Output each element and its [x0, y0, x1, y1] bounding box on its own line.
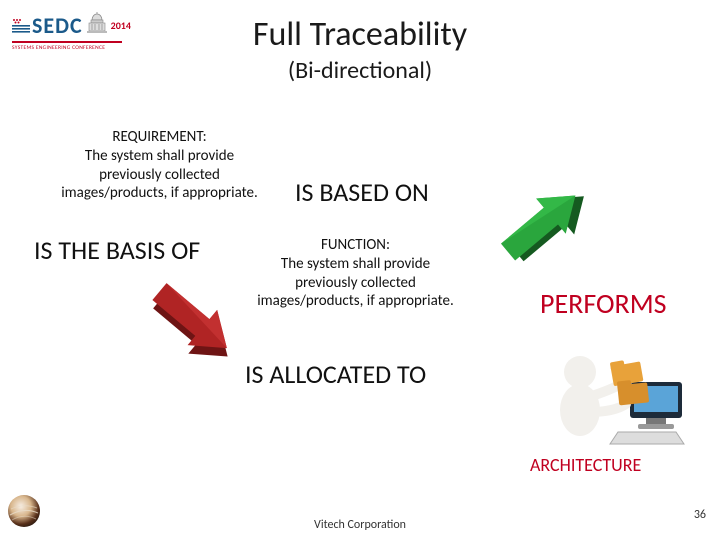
architecture-clipart-icon	[538, 340, 688, 450]
requirement-block: REQUIREMENT: The system shall provide pr…	[42, 128, 277, 203]
requirement-line3: images/products, if appropriate.	[42, 184, 277, 203]
label-is-the-basis-of: IS THE BASIS OF	[34, 234, 200, 266]
function-heading: FUNCTION:	[238, 236, 473, 255]
function-line1: The system shall provide	[238, 255, 473, 274]
arrow-green-up-icon	[486, 172, 606, 297]
corner-orb-icon	[6, 493, 42, 534]
page-title: Full Traceability	[0, 14, 720, 55]
requirement-line2: previously collected	[42, 166, 277, 185]
label-is-based-on: IS BASED ON	[295, 176, 429, 208]
footer-company: Vitech Corporation	[0, 518, 720, 532]
page-number: 36	[694, 508, 706, 522]
label-is-allocated-to: IS ALLOCATED TO	[245, 358, 426, 390]
function-line2: previously collected	[238, 274, 473, 293]
function-line3: images/products, if appropriate.	[238, 292, 473, 311]
requirement-line1: The system shall provide	[42, 147, 277, 166]
requirement-heading: REQUIREMENT:	[42, 128, 277, 147]
function-block: FUNCTION: The system shall provide previ…	[238, 236, 473, 311]
label-architecture: ARCHITECTURE	[530, 454, 641, 476]
page-subtitle: (Bi-directional)	[0, 56, 720, 85]
arrow-red-down-icon	[122, 270, 242, 395]
